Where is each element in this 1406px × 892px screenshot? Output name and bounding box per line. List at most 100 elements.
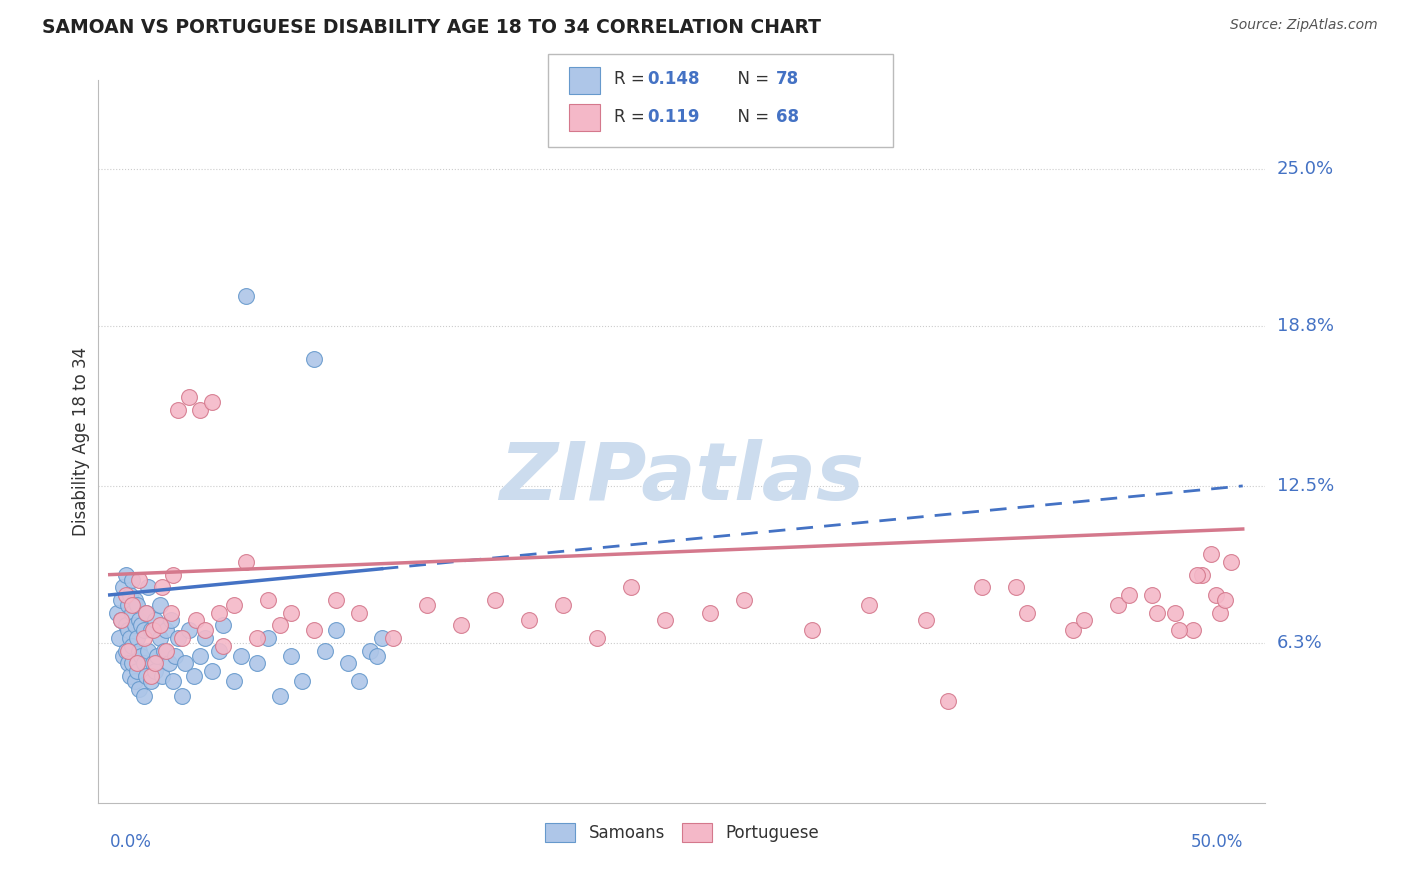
Point <box>132 624 155 638</box>
Point <box>149 631 172 645</box>
Point <box>1209 606 1232 620</box>
Text: Source: ZipAtlas.com: Source: ZipAtlas.com <box>1230 18 1378 32</box>
Point <box>157 657 180 671</box>
Point <box>416 598 439 612</box>
Point <box>269 690 291 704</box>
Point <box>139 624 162 638</box>
Point <box>1191 567 1213 582</box>
Point <box>936 694 959 708</box>
Point <box>450 618 472 632</box>
Point <box>257 631 280 645</box>
Point <box>620 580 643 594</box>
Point <box>235 289 257 303</box>
Point <box>160 613 183 627</box>
Point <box>162 567 184 582</box>
Point <box>1107 598 1129 612</box>
Point <box>858 598 880 612</box>
Point <box>121 606 143 620</box>
Point <box>136 580 159 594</box>
Point <box>1199 547 1222 561</box>
Point <box>1181 624 1204 638</box>
Point <box>155 624 177 638</box>
Point <box>177 390 200 404</box>
Point <box>212 639 235 653</box>
Point <box>733 593 755 607</box>
Point <box>149 598 172 612</box>
Point <box>366 648 388 663</box>
Point <box>224 674 246 689</box>
Point <box>142 657 165 671</box>
Text: 78: 78 <box>776 70 799 88</box>
Point <box>120 588 142 602</box>
Point <box>314 643 336 657</box>
Point <box>1213 593 1236 607</box>
Point <box>280 648 302 663</box>
Point <box>125 598 148 612</box>
Point <box>150 580 173 594</box>
Text: 68: 68 <box>776 108 799 126</box>
Point <box>972 580 994 594</box>
Point <box>150 669 173 683</box>
Point <box>212 618 235 632</box>
Point <box>302 352 325 367</box>
Point <box>172 631 194 645</box>
Text: 6.3%: 6.3% <box>1277 634 1322 652</box>
Point <box>120 631 142 645</box>
Point <box>1164 606 1187 620</box>
Point <box>114 643 136 657</box>
Point <box>382 631 405 645</box>
Point <box>1118 588 1140 602</box>
Text: SAMOAN VS PORTUGUESE DISABILITY AGE 18 TO 34 CORRELATION CHART: SAMOAN VS PORTUGUESE DISABILITY AGE 18 T… <box>42 18 821 37</box>
Point <box>231 648 253 663</box>
Point <box>291 674 314 689</box>
Point <box>207 606 229 620</box>
Point <box>112 580 135 594</box>
Point <box>121 573 143 587</box>
Point <box>190 648 212 663</box>
Point <box>155 643 177 657</box>
Point <box>114 618 136 632</box>
Point <box>117 657 139 671</box>
Point <box>190 402 212 417</box>
Point <box>654 613 676 627</box>
Point <box>131 618 153 632</box>
Point <box>128 573 150 587</box>
Text: 18.8%: 18.8% <box>1277 318 1333 335</box>
Point <box>132 631 155 645</box>
Point <box>128 613 150 627</box>
Point <box>1187 567 1209 582</box>
Y-axis label: Disability Age 18 to 34: Disability Age 18 to 34 <box>72 347 90 536</box>
Point <box>117 624 139 638</box>
Point <box>166 402 188 417</box>
Point <box>359 643 381 657</box>
Point <box>105 606 128 620</box>
Point <box>110 593 132 607</box>
Legend: Samoans, Portuguese: Samoans, Portuguese <box>538 816 825 848</box>
Point <box>484 593 506 607</box>
Point <box>551 598 574 612</box>
Point <box>128 681 150 696</box>
Point <box>1062 624 1084 638</box>
Point <box>117 643 139 657</box>
Point <box>125 631 148 645</box>
Point <box>801 624 824 638</box>
Text: R =: R = <box>614 108 651 126</box>
Point <box>143 613 166 627</box>
Point <box>173 657 195 671</box>
Point <box>1168 624 1191 638</box>
Point <box>183 669 205 683</box>
Point <box>201 664 224 678</box>
Point <box>142 624 165 638</box>
Text: 0.148: 0.148 <box>647 70 699 88</box>
Point <box>246 631 269 645</box>
Point <box>177 624 200 638</box>
Text: ZIPatlas: ZIPatlas <box>499 439 865 516</box>
Point <box>125 657 148 671</box>
Point <box>586 631 609 645</box>
Point <box>124 674 146 689</box>
Text: 50.0%: 50.0% <box>1191 833 1243 851</box>
Point <box>207 643 229 657</box>
Point <box>347 674 370 689</box>
Point <box>914 613 936 627</box>
Point <box>112 648 135 663</box>
